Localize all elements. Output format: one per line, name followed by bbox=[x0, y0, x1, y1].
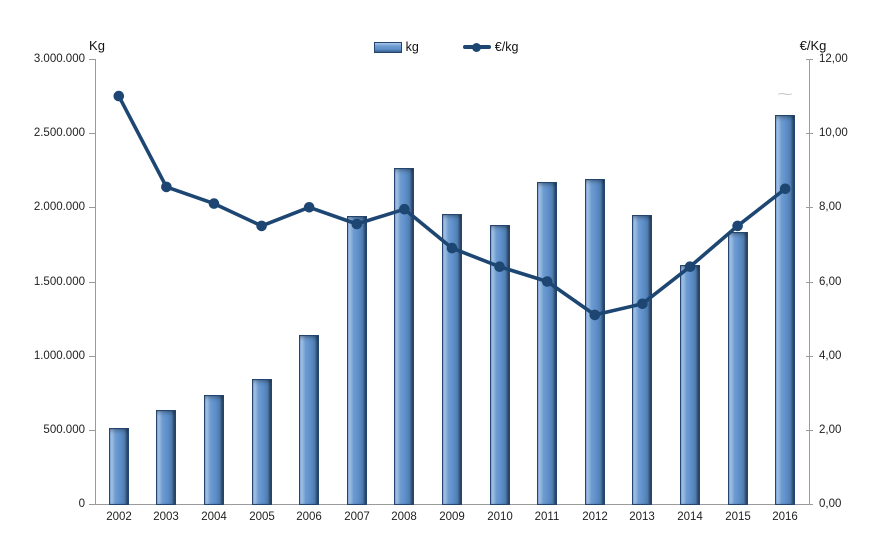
bar-2015 bbox=[728, 232, 748, 505]
bar-series-swatch-icon bbox=[373, 41, 402, 53]
left-y-axis-tick-label: 0 bbox=[78, 498, 85, 510]
legend-entry-kg: kg bbox=[373, 40, 419, 54]
bar-2007 bbox=[347, 216, 367, 505]
x-axis-tick-label: 2002 bbox=[106, 511, 132, 523]
right-y-axis-tick-label: 6,00 bbox=[819, 276, 842, 288]
right-y-axis-tick bbox=[806, 282, 813, 283]
bar-2006 bbox=[299, 335, 319, 505]
right-y-axis-tick bbox=[806, 59, 813, 60]
bar-2014 bbox=[680, 265, 700, 505]
right-y-axis-tick-label: 8,00 bbox=[819, 201, 842, 213]
bar-2016 bbox=[775, 115, 795, 505]
line-marker-2002 bbox=[113, 90, 125, 102]
left-y-axis-tick-label: 2.000.000 bbox=[33, 201, 85, 213]
legend-entry-eur-per-kg: €/kg bbox=[462, 40, 519, 54]
legend-label-eur-per-kg: €/kg bbox=[494, 40, 519, 54]
right-y-axis-tick-label: 10,00 bbox=[819, 127, 848, 139]
left-y-axis-tick bbox=[89, 282, 95, 283]
right-y-axis-tick-label: 4,00 bbox=[819, 350, 842, 362]
x-axis-tick-label: 2006 bbox=[296, 511, 322, 523]
line-series-swatch-icon bbox=[462, 42, 491, 52]
left-y-axis-tick bbox=[89, 430, 95, 431]
right-y-axis-tick bbox=[806, 430, 813, 431]
x-axis-tick-label: 2010 bbox=[487, 511, 513, 523]
x-axis-tick-label: 2005 bbox=[249, 511, 275, 523]
left-y-axis-tick-label: 1.000.000 bbox=[33, 350, 85, 362]
right-y-axis-tick bbox=[806, 133, 813, 134]
x-axis-tick-label: 2016 bbox=[772, 511, 798, 523]
bar-2003 bbox=[156, 410, 176, 505]
line-marker-2003 bbox=[161, 181, 172, 193]
left-y-axis-tick bbox=[89, 356, 95, 357]
legend: kg €/kg bbox=[0, 40, 892, 54]
x-axis-tick-label: 2003 bbox=[153, 511, 179, 523]
line-marker-2004 bbox=[208, 198, 220, 209]
left-y-axis-tick-label: 1.500.000 bbox=[33, 276, 85, 288]
left-y-axis-tick-label: 500.000 bbox=[43, 424, 85, 436]
left-y-axis-line bbox=[95, 59, 96, 505]
left-axis-title: Kg bbox=[89, 38, 105, 53]
x-axis-tick-label: 2012 bbox=[582, 511, 608, 523]
bar-2008 bbox=[394, 168, 414, 505]
right-y-axis-tick-label: 0,00 bbox=[819, 498, 842, 510]
left-y-axis-tick-label: 2.500.000 bbox=[33, 127, 85, 139]
left-y-axis-tick bbox=[89, 59, 95, 60]
right-y-axis-tick-label: 2,00 bbox=[819, 424, 842, 436]
x-axis-tick-label: 2009 bbox=[439, 511, 465, 523]
left-y-axis-tick bbox=[89, 207, 95, 208]
x-axis-tick-label: 2011 bbox=[534, 511, 560, 523]
bar-2002 bbox=[109, 428, 129, 505]
right-y-axis-tick bbox=[806, 356, 813, 357]
right-y-axis-tick bbox=[806, 504, 813, 505]
right-axis-title: €/Kg bbox=[799, 38, 827, 53]
x-axis-tick-label: 2015 bbox=[725, 511, 751, 523]
bar-2012 bbox=[585, 179, 605, 505]
x-axis-tick-label: 2004 bbox=[201, 511, 227, 523]
line-marker-dot-icon bbox=[472, 42, 482, 52]
left-y-axis-tick bbox=[89, 133, 95, 134]
artifact-squiggle: ~ bbox=[777, 86, 793, 103]
bar-2013 bbox=[632, 215, 652, 505]
legend-label-kg: kg bbox=[405, 40, 419, 54]
line-marker-2015 bbox=[732, 220, 743, 232]
line-marker-2005 bbox=[256, 220, 267, 232]
bar-2010 bbox=[490, 225, 510, 505]
bar-2005 bbox=[252, 379, 272, 505]
bar-2004 bbox=[204, 395, 224, 505]
left-y-axis-tick-label: 3.000.000 bbox=[33, 53, 85, 65]
right-y-axis-tick bbox=[806, 207, 813, 208]
bar-2011 bbox=[537, 182, 557, 505]
x-axis-tick-label: 2013 bbox=[629, 511, 655, 523]
bar-2009 bbox=[442, 214, 462, 505]
right-y-axis-tick-label: 12,00 bbox=[819, 53, 848, 65]
left-y-axis-tick bbox=[89, 504, 95, 505]
x-axis-tick-label: 2014 bbox=[677, 511, 703, 523]
x-axis-tick-label: 2007 bbox=[344, 511, 370, 523]
line-marker-2006 bbox=[303, 202, 315, 213]
x-axis-tick-label: 2008 bbox=[391, 511, 417, 523]
